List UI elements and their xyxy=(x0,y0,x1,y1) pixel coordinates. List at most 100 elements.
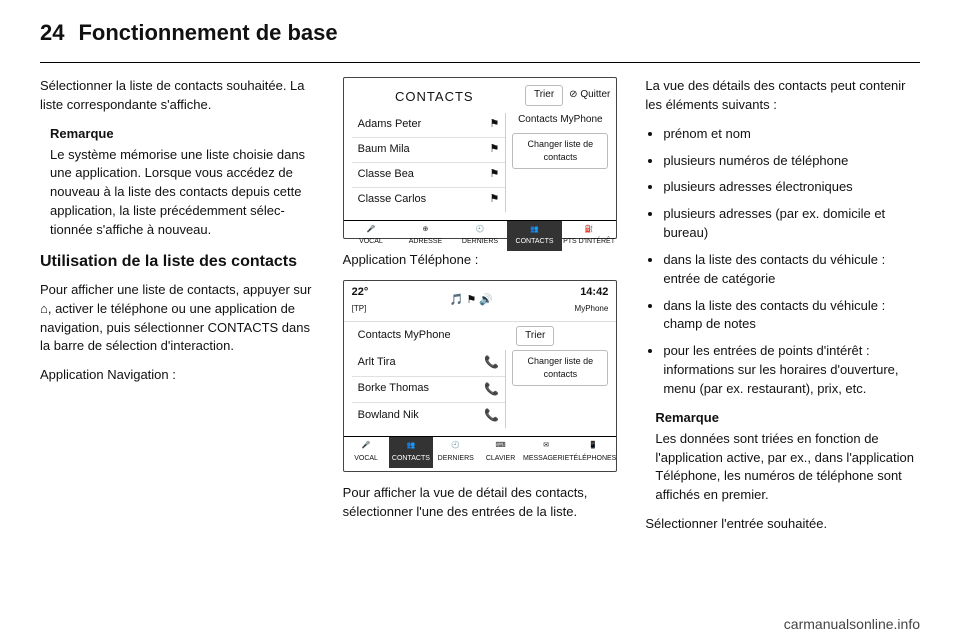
header-rule xyxy=(40,62,920,63)
col3-intro: La vue des détails des contacts peut con… xyxy=(645,77,920,115)
col2-after: Pour afficher la vue de détail des conta… xyxy=(343,484,618,522)
flag-icon: ⚑ xyxy=(489,117,499,133)
contacts-icon: 👥 xyxy=(407,441,416,451)
nav-label: PTS D'INTÉRÊT xyxy=(563,237,615,247)
tp-label: [TP] xyxy=(352,304,367,313)
col1-p1: Pour afficher une liste de contacts, app… xyxy=(40,281,315,356)
remark-label: Remarque xyxy=(655,409,920,428)
flag-icon: ⚑ xyxy=(489,192,499,208)
nav-label: CONTACTS xyxy=(392,454,430,464)
bullet-item: plusieurs numéros de téléphone xyxy=(663,152,920,171)
remark-label: Remarque xyxy=(50,125,315,144)
bullet-item: plusieurs adresses (par ex. domi­cile et… xyxy=(663,205,920,243)
nav-recent[interactable]: 🕘 DERNIERS xyxy=(453,221,508,251)
phone-icon: 📞 xyxy=(484,407,499,424)
col2-app-phone: Application Téléphone : xyxy=(343,251,618,270)
bullet-item: prénom et nom xyxy=(663,125,920,144)
nav-phones[interactable]: 📱 TÉLÉPHONES xyxy=(569,437,616,467)
nav-contacts[interactable]: 👥 CONTACTS xyxy=(507,221,562,251)
screenshot-phone: 22°[TP] 🎵 ⚑ 🔊 14:42MyPhone Contacts MyPh… xyxy=(343,280,618,472)
scr-phone-navbar: 🎤VOCAL 👥 CONTACTS 🕘 DERNIERS ⌨ CLAVIER ✉MES… xyxy=(344,436,617,467)
nav-keypad[interactable]: ⌨ CLAVIER xyxy=(478,437,523,467)
list-item[interactable]: Adams Peter ⚑ xyxy=(352,113,506,138)
remark-body: Les données sont triées en fonction de l… xyxy=(655,430,920,505)
phone-icon: 📞 xyxy=(484,354,499,371)
nav-label: CLAVIER xyxy=(486,454,515,464)
nav-label: VOCAL xyxy=(354,454,378,464)
scr-nav-body: Adams Peter⚑ Baum Mila⚑ Classe Bea⚑ Clas… xyxy=(344,113,617,216)
scr-phone-body: Arlt Tira 📞 Borke Thomas 📞 Bowland Nik 📞 Ch… xyxy=(344,350,617,432)
phone-icon: 📞 xyxy=(484,381,499,398)
list-item[interactable]: Baum Mila⚑ xyxy=(352,138,506,163)
footer-url: carmanualsonline.info xyxy=(784,616,920,632)
page-root: 24 Fonctionnement de base Sélectionner l… xyxy=(0,0,960,642)
globe-icon: ⊕ xyxy=(423,225,429,235)
bullet-item: dans la liste des contacts du véhicule :… xyxy=(663,297,920,335)
screenshot-navigation: CONTACTS Trier ⊘ Quitter Adams Peter ⚑ Ba… xyxy=(343,77,618,239)
columns: Sélectionner la liste de contacts souhai… xyxy=(40,77,920,544)
bullet-item: plusieurs adresses électroniques xyxy=(663,178,920,197)
list-item[interactable]: Arlt Tira 📞 xyxy=(352,350,506,376)
list-item[interactable]: Classe Bea⚑ xyxy=(352,163,506,188)
nav-label: VOCAL xyxy=(359,237,383,247)
remark-body: Le système mémorise une liste choi­sie d… xyxy=(50,146,315,240)
flag-icon: ⚑ xyxy=(489,167,499,183)
nav-label: TÉLÉPHONES xyxy=(569,454,616,464)
page-header: 24 Fonctionnement de base xyxy=(40,20,920,46)
col3-bullets: prénom et nom plusieurs numéros de télép… xyxy=(645,125,920,399)
nav-label: CONTACTS xyxy=(516,237,554,247)
contacts-icon: 👥 xyxy=(530,225,539,235)
scr-nav-navbar: 🎤 VOCAL ⊕ ADRESSE 🕘 DERNIERS 👥 CONTACTS ⛽PTS… xyxy=(344,220,617,251)
col1-intro: Sélectionner la liste de contacts souhai… xyxy=(40,77,315,115)
list-label: Adams Peter xyxy=(358,117,422,133)
sort-button[interactable]: Trier xyxy=(516,326,554,347)
list-label: Borke Thomas xyxy=(358,381,429,397)
quit-button[interactable]: ⊘ Quitter xyxy=(569,88,610,103)
nav-contacts[interactable]: 👥 CONTACTS xyxy=(389,437,434,467)
chapter-title: Fonctionnement de base xyxy=(78,20,337,46)
change-list-button[interactable]: Changer liste de contacts xyxy=(512,133,608,169)
phones-icon: 📱 xyxy=(588,441,597,451)
col1-p2: Application Navigation : xyxy=(40,366,315,385)
bullet-item: dans la liste des contacts du véhicule :… xyxy=(663,251,920,289)
list-item[interactable]: Classe Carlos ⚑ xyxy=(352,188,506,212)
time-value: 14:42 xyxy=(580,286,608,298)
list-item[interactable]: Bowland Nik 📞 xyxy=(352,403,506,428)
col1-remark: Remarque Le système mémorise une liste c… xyxy=(40,125,315,240)
keypad-icon: ⌨ xyxy=(496,441,506,451)
nav-poi[interactable]: ⛽PTS D'INTÉRÊT xyxy=(562,221,617,251)
sort-button[interactable]: Trier xyxy=(525,85,563,106)
list-label: Bowland Nik xyxy=(358,408,419,424)
nav-address[interactable]: ⊕ ADRESSE xyxy=(398,221,453,251)
scr-nav-list: Adams Peter⚑ Baum Mila⚑ Classe Bea⚑ Clas… xyxy=(352,113,507,212)
change-list-button[interactable]: Changer liste de contacts xyxy=(512,350,608,386)
list-label: Classe Carlos xyxy=(358,192,426,208)
nav-vocal[interactable]: 🎤VOCAL xyxy=(344,437,389,467)
nav-label: MESSAGERIE xyxy=(523,454,569,464)
list-label: Baum Mila xyxy=(358,142,410,158)
nav-label: DERNIERS xyxy=(438,454,474,464)
clock-icon: 🕘 xyxy=(476,225,485,235)
column-1: Sélectionner la liste de contacts souhai… xyxy=(40,77,315,544)
nav-vocal[interactable]: 🎤 VOCAL xyxy=(344,221,399,251)
nav-recent[interactable]: 🕘 DERNIERS xyxy=(433,437,478,467)
scr-phone-status: 22°[TP] 🎵 ⚑ 🔊 14:42MyPhone xyxy=(344,281,617,322)
col3-last: Sélectionner l'entrée souhaitée. xyxy=(645,515,920,534)
scr-phone-list: Arlt Tira 📞 Borke Thomas 📞 Bowland Nik 📞 xyxy=(352,350,507,428)
scr-nav-title: CONTACTS xyxy=(350,82,519,109)
col3-remark: Remarque Les données sont triées en fonc… xyxy=(645,409,920,505)
col1-heading: Utilisation de la liste des contacts xyxy=(40,250,315,273)
list-label: Arlt Tira xyxy=(358,355,396,371)
scr-nav-top: CONTACTS Trier ⊘ Quitter xyxy=(344,78,617,113)
phone-label: MyPhone xyxy=(575,304,609,313)
nav-label: ADRESSE xyxy=(409,237,442,247)
mic-icon: 🎤 xyxy=(367,225,376,235)
scr-phone-side: Changer liste de contacts xyxy=(506,350,608,428)
scr-phone-subtitle: Contacts MyPhone xyxy=(350,326,510,346)
nav-messaging[interactable]: ✉MESSAGERIE xyxy=(523,437,569,467)
bullet-item: pour les entrées de points d'inté­rêt : … xyxy=(663,342,920,399)
quit-label: Quitter xyxy=(580,89,610,100)
nav-label: DERNIERS xyxy=(462,237,498,247)
list-item[interactable]: Borke Thomas 📞 xyxy=(352,377,506,403)
clock-icon: 🕘 xyxy=(451,441,460,451)
